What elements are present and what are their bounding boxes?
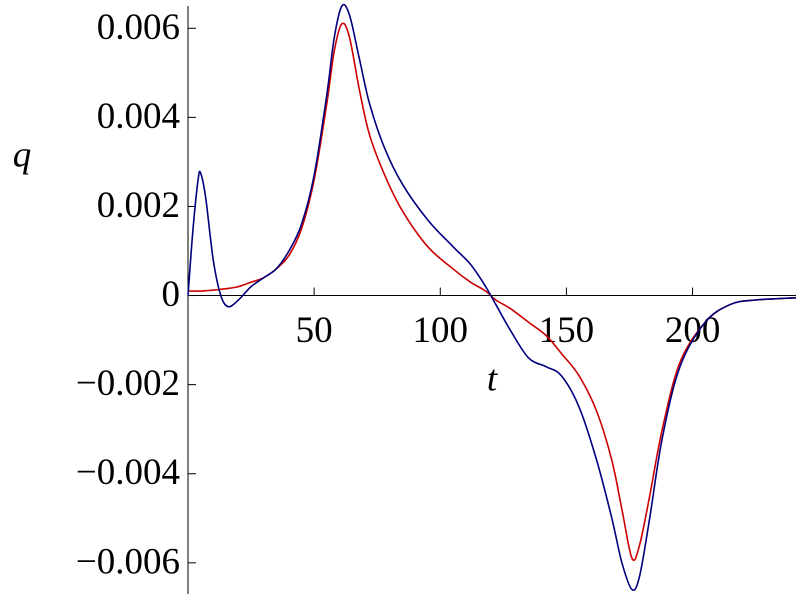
x-tick-label: 150 xyxy=(539,310,595,351)
series-line xyxy=(187,22,797,562)
y-tick-label: −0.002 xyxy=(76,363,180,404)
series-line xyxy=(187,3,797,591)
y-tick-label: 0.002 xyxy=(97,185,180,226)
x-axis-label: t xyxy=(487,358,499,399)
y-axis-label: q xyxy=(13,134,32,175)
x-tick-label: 50 xyxy=(296,310,333,351)
y-tick-label: 0.004 xyxy=(97,96,180,137)
y-tick-label: −0.006 xyxy=(76,541,180,582)
y-tick-label: 0.006 xyxy=(97,7,180,48)
y-tick-label: 0 xyxy=(162,274,181,315)
y-tick-label: −0.004 xyxy=(76,452,180,493)
x-tick-label: 100 xyxy=(413,310,469,351)
